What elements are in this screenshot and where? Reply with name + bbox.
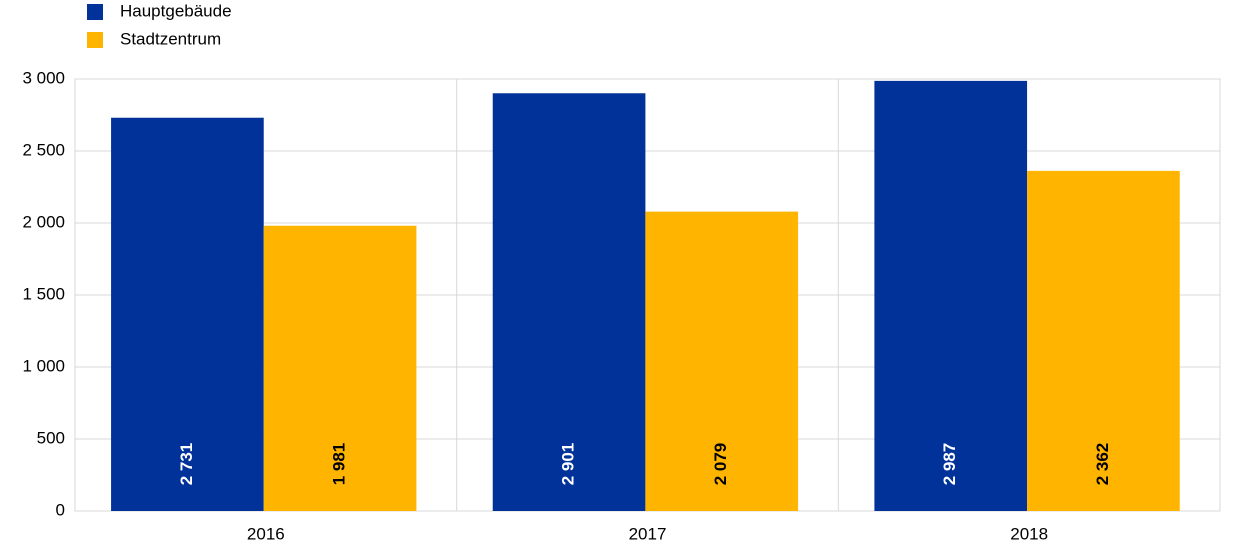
bar xyxy=(874,80,1028,511)
x-tick-label: 2018 xyxy=(1010,524,1048,543)
y-tick-label: 0 xyxy=(56,500,65,519)
bar xyxy=(645,211,799,511)
x-tick-label: 2016 xyxy=(247,524,285,543)
value-label: 2 362 xyxy=(1093,443,1112,486)
value-label: 1 981 xyxy=(330,443,349,486)
y-tick-label: 1 000 xyxy=(22,356,65,375)
bar xyxy=(1027,170,1180,511)
legend-swatch xyxy=(87,32,103,48)
legend-label: Hauptgebäude xyxy=(120,1,232,20)
y-tick-label: 1 500 xyxy=(22,284,65,303)
y-tick-label: 2 000 xyxy=(22,212,65,231)
value-label: 2 987 xyxy=(940,443,959,486)
x-tick-label: 2017 xyxy=(629,524,667,543)
bar xyxy=(111,117,264,512)
value-label: 2 079 xyxy=(711,443,730,486)
bar xyxy=(263,225,417,511)
bar xyxy=(492,93,646,512)
y-tick-label: 500 xyxy=(37,428,65,447)
legend-swatch xyxy=(87,4,103,20)
value-label: 2 731 xyxy=(177,443,196,486)
legend-label: Stadtzentrum xyxy=(120,29,221,48)
y-tick-label: 2 500 xyxy=(22,140,65,159)
y-tick-label: 3 000 xyxy=(22,68,65,87)
value-label: 2 901 xyxy=(559,443,578,486)
